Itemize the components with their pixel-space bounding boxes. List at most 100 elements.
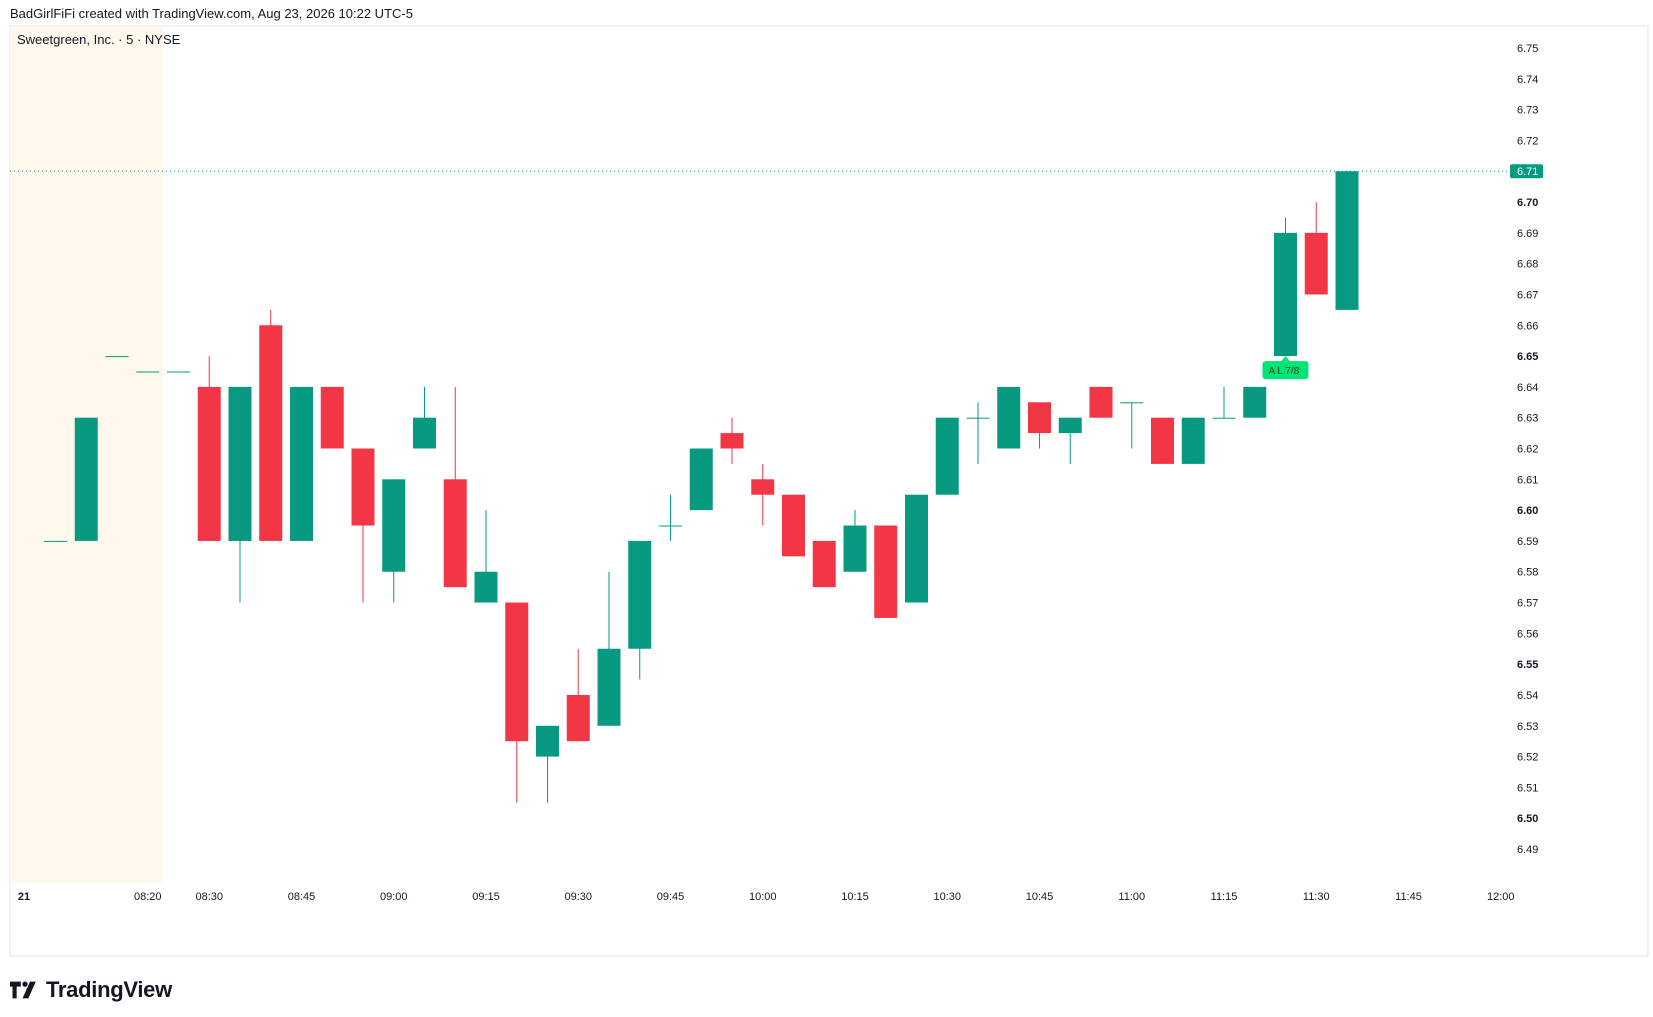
candle-body [505, 602, 529, 742]
price-tick-label: 6.49 [1517, 844, 1538, 856]
candle[interactable] [843, 510, 867, 572]
candle-body [659, 525, 682, 527]
candle[interactable] [136, 371, 160, 373]
time-tick-label: 11:15 [1211, 891, 1238, 903]
candle-body [290, 386, 313, 541]
candle[interactable] [1028, 402, 1051, 449]
price-tick-label: 6.66 [1517, 320, 1538, 332]
last-price-tag-label: 6.71 [1517, 166, 1538, 178]
candle-body [413, 417, 436, 449]
time-tick-label: 10:45 [1026, 891, 1054, 903]
candle-body [228, 386, 252, 541]
price-tick-label: 6.62 [1517, 444, 1538, 456]
candle[interactable] [167, 371, 190, 373]
candle[interactable] [443, 386, 467, 588]
time-tick-label: 10:15 [841, 891, 869, 903]
candle[interactable] [905, 494, 928, 603]
candle[interactable] [1212, 386, 1236, 419]
candle-body [1089, 386, 1113, 418]
candle[interactable] [966, 402, 990, 464]
candle-body [689, 448, 713, 511]
alert-tag-label: A L 7/8 [1269, 366, 1300, 377]
candle-body [1028, 402, 1051, 434]
price-axis[interactable]: 6.75 6.74 6.73 6.72 6.70 6.69 6.68 6.67 6.66 6.65… [1517, 43, 1538, 856]
chart-attribution: BadGirlFiFi created with TradingView.com… [10, 6, 413, 21]
candle-body [782, 494, 805, 557]
candle[interactable] [1089, 386, 1113, 418]
time-tick-label: 21 [18, 891, 30, 903]
candle[interactable] [1151, 417, 1174, 464]
candle-body [1120, 402, 1144, 404]
candle-body [566, 694, 590, 742]
candle[interactable] [474, 510, 498, 603]
candle[interactable] [782, 494, 805, 557]
candle-body [74, 417, 98, 541]
price-tick-label: 6.53 [1517, 721, 1538, 733]
price-tick-label: 6.72 [1517, 135, 1538, 147]
candle[interactable] [1181, 417, 1205, 464]
candle[interactable] [689, 448, 713, 511]
candle-body [720, 433, 744, 449]
candle[interactable] [720, 417, 744, 464]
candle[interactable] [105, 356, 129, 358]
candle[interactable] [1274, 217, 1297, 357]
candle-body [628, 540, 652, 649]
candle[interactable] [1243, 386, 1267, 418]
candle-body [905, 494, 928, 603]
candle-body [443, 479, 467, 588]
candle[interactable] [351, 448, 375, 603]
candle[interactable] [1304, 202, 1328, 295]
price-tick-label: 6.68 [1517, 259, 1538, 271]
candle[interactable] [659, 494, 682, 541]
candle-body [843, 525, 867, 572]
symbol-legend[interactable]: Sweetgreen, Inc. · 5 · NYSE [17, 32, 181, 47]
time-tick-label: 11:00 [1118, 891, 1145, 903]
chart-border [9, 25, 1649, 957]
candle-body [1304, 232, 1328, 295]
candle[interactable] [290, 386, 313, 541]
time-tick-label: 10:00 [749, 891, 777, 903]
candle[interactable] [505, 602, 529, 803]
candle[interactable] [751, 463, 775, 526]
candle[interactable] [997, 386, 1021, 449]
candle[interactable] [413, 386, 436, 449]
tradingview-logo[interactable]: TradingView [10, 975, 172, 1005]
candle[interactable] [628, 540, 652, 680]
price-tick-label: 6.58 [1517, 567, 1538, 579]
candle[interactable] [536, 725, 559, 803]
time-tick-label: 09:00 [380, 891, 408, 903]
candle[interactable] [874, 525, 898, 618]
price-tick-label: 6.59 [1517, 536, 1538, 548]
time-tick-label: 08:45 [288, 891, 316, 903]
time-tick-label: 08:20 [134, 891, 162, 903]
candle-body [1274, 232, 1297, 357]
candle[interactable] [1335, 171, 1359, 310]
candle[interactable] [197, 356, 221, 541]
alert-marker[interactable]: A L 7/8 [1262, 356, 1309, 380]
candle[interactable] [44, 540, 67, 542]
candle-body [351, 448, 375, 526]
candle[interactable] [935, 417, 959, 495]
candle[interactable] [1120, 402, 1144, 449]
time-tick-label: 08:30 [195, 891, 223, 903]
time-axis[interactable]: 21 08:20 08:30 08:45 09:00 09:15 09:30 09:45 10:… [18, 891, 1515, 903]
tradingview-logo-icon [10, 981, 36, 999]
candle-body [1212, 417, 1236, 419]
time-tick-label: 09:30 [564, 891, 592, 903]
candle[interactable] [382, 479, 406, 603]
candle-body [1181, 417, 1205, 464]
candle[interactable] [597, 571, 621, 726]
candle[interactable] [1058, 417, 1082, 464]
time-tick-label: 09:45 [657, 891, 685, 903]
price-tick-label: 6.73 [1517, 105, 1538, 117]
candle[interactable] [320, 386, 344, 449]
candle[interactable] [566, 648, 590, 742]
candle[interactable] [74, 417, 98, 541]
candle[interactable] [228, 386, 252, 603]
price-tick-label: 6.70 [1517, 197, 1538, 209]
candle-body [935, 417, 959, 495]
candle-body [382, 479, 406, 572]
candle[interactable] [812, 540, 836, 588]
candle[interactable] [259, 309, 283, 541]
